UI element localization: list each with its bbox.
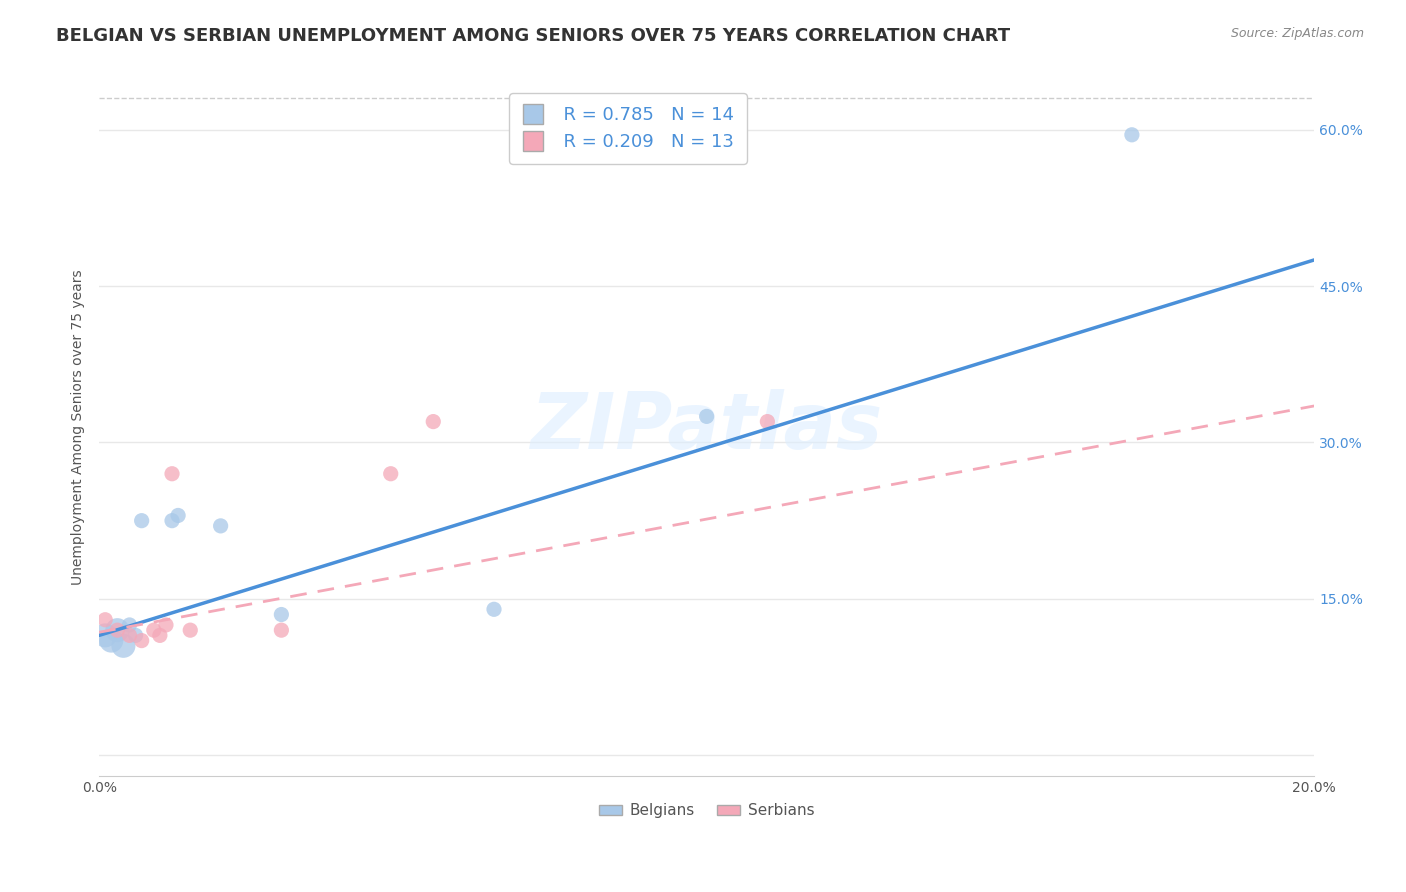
Point — [270, 607, 292, 622]
Point — [149, 628, 172, 642]
Point — [100, 633, 122, 648]
Point — [118, 628, 141, 642]
Point — [167, 508, 190, 523]
Point — [105, 623, 128, 637]
Point — [131, 633, 153, 648]
Text: ZIPatlas: ZIPatlas — [530, 389, 883, 465]
Point — [94, 613, 117, 627]
Point — [160, 467, 183, 481]
Point — [105, 623, 128, 637]
Point — [696, 409, 718, 424]
Point — [422, 415, 444, 429]
Legend: Belgians, Serbians: Belgians, Serbians — [592, 797, 821, 824]
Point — [155, 618, 177, 632]
Point — [380, 467, 402, 481]
Text: BELGIAN VS SERBIAN UNEMPLOYMENT AMONG SENIORS OVER 75 YEARS CORRELATION CHART: BELGIAN VS SERBIAN UNEMPLOYMENT AMONG SE… — [56, 27, 1011, 45]
Point — [179, 623, 201, 637]
Point — [124, 628, 146, 642]
Y-axis label: Unemployment Among Seniors over 75 years: Unemployment Among Seniors over 75 years — [72, 269, 86, 584]
Point — [131, 514, 153, 528]
Point — [1121, 128, 1143, 142]
Point — [118, 618, 141, 632]
Point — [142, 623, 165, 637]
Point — [160, 514, 183, 528]
Point — [112, 639, 135, 653]
Text: Source: ZipAtlas.com: Source: ZipAtlas.com — [1230, 27, 1364, 40]
Point — [270, 623, 292, 637]
Point — [94, 628, 117, 642]
Point — [209, 519, 232, 533]
Point — [482, 602, 505, 616]
Point — [756, 415, 779, 429]
